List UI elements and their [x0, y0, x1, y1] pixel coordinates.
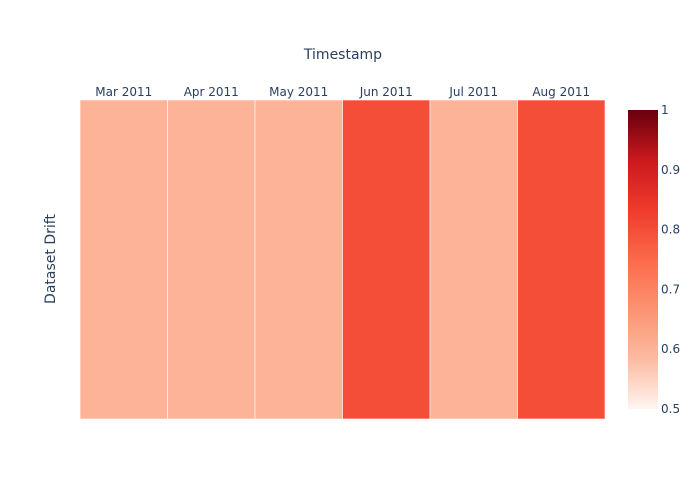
x-tick-label: Aug 2011	[532, 85, 590, 99]
colorbar-tick-label: 0.6	[661, 342, 680, 356]
colorbar: 0.5 0.6 0.7 0.8 0.9 1	[628, 103, 680, 416]
colorbar-gradient	[628, 110, 658, 409]
heatmap-cell-apr-2011	[167, 99, 256, 420]
colorbar-tick-label: 0.8	[661, 223, 680, 237]
y-axis-title: Dataset Drift	[43, 214, 59, 304]
x-tick-label: Jun 2011	[359, 85, 413, 99]
colorbar-tick-label: 0.9	[661, 163, 680, 177]
x-axis-title: Timestamp	[303, 47, 382, 63]
colorbar-tick-label: 0.7	[661, 282, 680, 296]
x-tick-label: Mar 2011	[95, 85, 152, 99]
x-tick-label: Jul 2011	[448, 85, 498, 99]
heatmap-cell-jun-2011	[342, 99, 431, 420]
heatmap-cells	[79, 99, 606, 420]
colorbar-tick-labels: 0.5 0.6 0.7 0.8 0.9 1	[661, 103, 680, 416]
x-tick-label: Apr 2011	[184, 85, 239, 99]
x-tick-label: May 2011	[269, 85, 328, 99]
x-tick-labels: Mar 2011 Apr 2011 May 2011 Jun 2011 Jul 2011…	[95, 85, 590, 99]
heatmap-cell-mar-2011	[79, 99, 168, 420]
heatmap-cell-jul-2011	[429, 99, 518, 420]
colorbar-tick-label: 0.5	[661, 402, 680, 416]
heatmap-cell-aug-2011	[517, 99, 606, 420]
heatmap-cell-may-2011	[254, 99, 343, 420]
colorbar-tick-label: 1	[661, 103, 669, 117]
